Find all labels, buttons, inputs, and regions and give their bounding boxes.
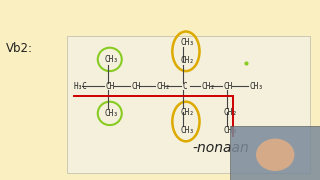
Text: CH₃: CH₃: [181, 126, 195, 135]
Text: CH₂: CH₂: [223, 108, 237, 117]
Text: CH₂: CH₂: [181, 108, 195, 117]
Text: CH₂: CH₂: [181, 56, 195, 65]
Ellipse shape: [256, 139, 294, 171]
Text: CH₂: CH₂: [157, 82, 171, 91]
Text: CH: CH: [131, 82, 140, 91]
FancyBboxPatch shape: [67, 36, 310, 173]
Text: CH₂: CH₂: [202, 82, 215, 91]
Text: CH₃: CH₃: [250, 82, 263, 91]
Text: CH₃: CH₃: [105, 109, 119, 118]
Text: Vb2:: Vb2:: [6, 42, 33, 55]
Text: CH₃: CH₃: [181, 38, 195, 47]
Text: -nonaan: -nonaan: [192, 141, 249, 155]
Text: H₃C: H₃C: [74, 82, 87, 91]
Text: C: C: [182, 82, 187, 91]
Text: CH: CH: [224, 82, 233, 91]
Text: CH₃: CH₃: [223, 126, 237, 135]
Text: CH₃: CH₃: [105, 55, 119, 64]
FancyBboxPatch shape: [230, 126, 320, 180]
Text: CH: CH: [106, 82, 115, 91]
